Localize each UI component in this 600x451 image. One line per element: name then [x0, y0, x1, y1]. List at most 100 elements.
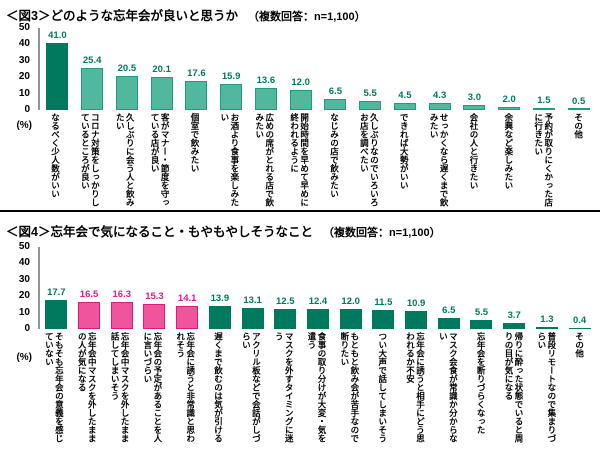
- bar: [437, 318, 460, 329]
- bar: [115, 76, 138, 110]
- chart-fig4-y-unit: (%): [16, 352, 32, 363]
- category-label-slot: もともと飲み会が苦手なので断りたい: [333, 332, 366, 449]
- category-label: 予約が取りにくかった店に行きたい: [533, 113, 554, 207]
- category-label-slot: コロナ対策をしっかりしているところが良い: [73, 113, 108, 208]
- y-tick-label: 40: [18, 38, 30, 50]
- bar-slot: 13.6: [249, 28, 284, 110]
- bar: [81, 68, 104, 110]
- category-label-slot: 忘年会に誘うと非常識と思われそう: [169, 332, 202, 449]
- bar-slot: 10.9: [400, 247, 433, 329]
- bar-slot: 5.5: [465, 247, 498, 329]
- bar-value-label: 1.3: [540, 313, 554, 325]
- bar-slot: 2.0: [492, 28, 527, 110]
- bar: [150, 77, 173, 110]
- bar: [568, 327, 591, 329]
- y-tick-label: 20: [18, 290, 30, 302]
- bar-slot: 4.5: [388, 28, 423, 110]
- bar-slot: 13.1: [236, 247, 269, 329]
- category-label: マスクを外すタイミングに迷う: [274, 332, 295, 443]
- category-label: コロナ対策をしっかりしているところが良い: [80, 113, 101, 207]
- category-label: 久しぶりなのでいろいろお店を調べたい: [359, 113, 380, 207]
- category-label-slot: マスク会食が常識か分からない: [432, 332, 465, 449]
- bar: [405, 311, 428, 329]
- bar: [470, 319, 493, 329]
- category-label-slot: 普段リモートなので集まりづらい: [530, 332, 563, 449]
- bar-slot: 6.5: [432, 247, 465, 329]
- chart-fig4-plot-area: 17.7 16.5 16.3 15.3 14.1 13.9 13.1 12.5 12.4 12.0…: [38, 247, 596, 329]
- bar: [306, 308, 329, 329]
- category-label-slot: 客がマナー・節度を守っている店が良い: [143, 113, 178, 208]
- bar-slot: 3.0: [457, 28, 492, 110]
- bar-value-label: 13.1: [243, 294, 262, 306]
- category-label-slot: アクリル板などで会話がしづらい: [235, 332, 268, 449]
- bar: [143, 303, 166, 329]
- bar-value-label: 6.5: [442, 305, 456, 317]
- chart-fig4-category-labels: そもそも忘年会の意義を感じていない 忘年会中マスクを外したままの人が気になる 忘年会…: [38, 332, 596, 449]
- bar-value-label: 12.5: [276, 295, 295, 307]
- category-label: 帰りに酔った状態でいると周りの目が気になる: [504, 332, 524, 443]
- bar-slot: 1.3: [531, 247, 564, 329]
- chart-fig3-plot-area: 41.0 25.4 20.5 20.1 17.6 15.9 13.6 12.0 6.5 5.5 4.…: [38, 28, 596, 110]
- bar: [254, 87, 277, 110]
- category-label: つい大声で話してしまいそう: [377, 332, 388, 443]
- chart-fig3: ＜図3＞どのような忘年会が良いと思うか （複数回答：n=1,100） 50 40 30…: [0, 0, 600, 210]
- bar: [503, 322, 526, 329]
- category-label: 余興など楽しみたい: [503, 113, 514, 190]
- bar: [359, 100, 382, 110]
- category-label: お酒より食事を楽しみたい: [219, 113, 240, 207]
- bar-value-label: 16.3: [112, 289, 132, 301]
- bar-slot: 0.5: [561, 28, 596, 110]
- bar-value-label: 4.5: [398, 89, 412, 101]
- bar: [185, 81, 208, 110]
- category-label-slot: 久しぶりに会う人と飲みたい: [108, 113, 143, 208]
- bar-slot: 41.0: [40, 28, 75, 110]
- y-tick-label: 0: [24, 323, 30, 334]
- chart-fig3-title: ＜図3＞どのような忘年会が良いと思うか （複数回答：n=1,100）: [6, 5, 366, 25]
- chart-fig4-y-axis: 50 40 30 20 10 0: [0, 241, 34, 334]
- bar: [110, 302, 133, 329]
- category-label-slot: なじみの店で飲みたい: [317, 113, 352, 208]
- bar-slot: 11.5: [367, 247, 400, 329]
- bar-value-label: 12.0: [341, 296, 360, 308]
- bar-slot: 14.1: [171, 247, 204, 329]
- category-label: 忘年会の予定があることを人に言いづらい: [142, 332, 163, 443]
- category-label-slot: その他: [561, 113, 596, 208]
- bar-value-label: 13.6: [256, 74, 276, 86]
- category-label-slot: 忘年会に誘うと相手にどう思われるか不安: [399, 332, 432, 449]
- category-label: せっかくなら遅くまで飲みたい: [429, 113, 450, 207]
- bar: [208, 306, 231, 329]
- category-label: 忘年会中マスクを外したまま話してしまいそう: [110, 332, 131, 443]
- bar: [339, 309, 362, 329]
- chart-fig4: ＜図4＞忘年会で気になること・もやもやしそうなこと （複数回答：n=1,100） …: [0, 212, 600, 451]
- bar-value-label: 20.5: [117, 63, 137, 75]
- category-label: その他: [574, 332, 585, 358]
- bar-slot: 20.5: [110, 28, 145, 110]
- bar-slot: 20.1: [144, 28, 179, 110]
- bar-slot: 5.5: [353, 28, 388, 110]
- bar: [535, 326, 558, 329]
- category-label-slot: 遅くまで飲むのは気が引ける: [202, 332, 235, 449]
- bar-value-label: 25.4: [82, 55, 102, 67]
- bar: [532, 107, 555, 110]
- bar: [372, 310, 395, 329]
- bar: [241, 307, 264, 329]
- category-label-slot: 予約が取りにくかった店に行きたい: [526, 113, 561, 208]
- category-label-slot: 個室で飲みたい: [178, 113, 213, 208]
- category-label-slot: 余興など楽しみたい: [491, 113, 526, 208]
- category-label: 開始時間を早めて早めに終われるように: [289, 113, 310, 207]
- section-divider: [0, 210, 600, 212]
- bar-value-label: 6.5: [328, 86, 342, 98]
- category-label-slot: 久しぶりなのでいろいろお店を調べたい: [352, 113, 387, 208]
- category-label: 忘年会中マスクを外したままの人が気になる: [77, 332, 98, 443]
- bar-value-label: 4.3: [433, 89, 447, 101]
- bar-value-label: 5.5: [474, 306, 489, 318]
- bar-value-label: 3.0: [467, 92, 481, 104]
- bar-value-label: 16.5: [79, 288, 99, 300]
- bar: [220, 83, 243, 110]
- chart-fig3-y-unit: (%): [16, 120, 32, 131]
- category-label: そもそも忘年会の意義を感じていない: [44, 332, 65, 443]
- bar: [567, 108, 590, 110]
- bar-value-label: 12.4: [308, 295, 328, 307]
- bar-value-label: 2.0: [502, 93, 516, 105]
- bar-value-label: 12.0: [291, 77, 310, 89]
